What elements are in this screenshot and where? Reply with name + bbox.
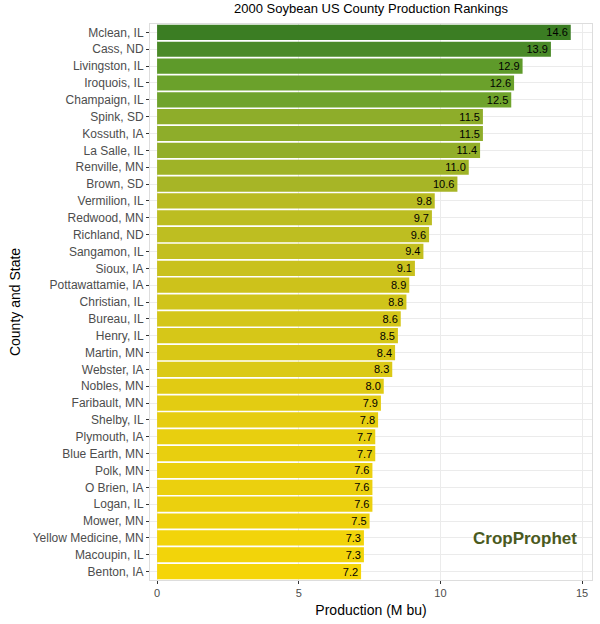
svg-text:Shelby, IL: Shelby, IL — [91, 413, 144, 427]
svg-text:7.5: 7.5 — [351, 515, 366, 527]
svg-text:Brown, SD: Brown, SD — [86, 177, 144, 191]
svg-text:Sangamon, IL: Sangamon, IL — [69, 245, 144, 259]
svg-text:13.9: 13.9 — [526, 43, 547, 55]
svg-text:8.6: 8.6 — [382, 313, 397, 325]
svg-text:CropProphet: CropProphet — [473, 529, 577, 548]
svg-text:Bureau, IL: Bureau, IL — [88, 312, 144, 326]
svg-text:2000 Soybean US County Product: 2000 Soybean US County Production Rankin… — [234, 1, 508, 16]
svg-text:Production (M bu): Production (M bu) — [315, 602, 426, 618]
svg-text:Plymouth, IA: Plymouth, IA — [76, 430, 144, 444]
svg-text:Henry, IL: Henry, IL — [96, 329, 144, 343]
svg-text:7.7: 7.7 — [357, 448, 372, 460]
svg-text:Mower, MN: Mower, MN — [83, 514, 144, 528]
svg-text:8.3: 8.3 — [374, 363, 389, 375]
svg-text:11.5: 11.5 — [459, 128, 480, 140]
svg-text:7.6: 7.6 — [354, 481, 369, 493]
svg-text:9.1: 9.1 — [397, 262, 412, 274]
svg-text:Richland, ND: Richland, ND — [73, 228, 144, 242]
svg-text:7.7: 7.7 — [357, 431, 372, 443]
svg-text:Kossuth, IA: Kossuth, IA — [82, 127, 143, 141]
svg-text:Martin, MN: Martin, MN — [85, 346, 144, 360]
svg-text:9.4: 9.4 — [405, 245, 420, 257]
svg-text:Redwood, MN: Redwood, MN — [68, 211, 144, 225]
svg-text:15: 15 — [576, 587, 588, 599]
svg-text:Faribault, MN: Faribault, MN — [72, 396, 144, 410]
svg-text:Renville, MN: Renville, MN — [76, 160, 144, 174]
svg-text:Blue Earth, MN: Blue Earth, MN — [62, 447, 143, 461]
svg-text:8.5: 8.5 — [380, 330, 395, 342]
svg-text:Iroquois, IL: Iroquois, IL — [84, 76, 144, 90]
svg-text:County and State: County and State — [7, 248, 23, 356]
svg-text:Logan, IL: Logan, IL — [94, 497, 144, 511]
svg-text:11.5: 11.5 — [459, 111, 480, 123]
svg-text:7.2: 7.2 — [343, 566, 358, 578]
svg-text:7.3: 7.3 — [346, 532, 361, 544]
svg-text:Sioux, IA: Sioux, IA — [96, 262, 144, 276]
svg-text:10: 10 — [434, 587, 446, 599]
svg-text:Mclean, IL: Mclean, IL — [88, 26, 144, 40]
svg-text:Vermilion, IL: Vermilion, IL — [78, 194, 144, 208]
svg-text:0: 0 — [154, 587, 160, 599]
svg-text:La Salle, IL: La Salle, IL — [84, 144, 144, 158]
svg-text:Livingston, IL: Livingston, IL — [73, 59, 144, 73]
svg-text:Macoupin, IL: Macoupin, IL — [75, 548, 144, 562]
svg-text:Champaign, IL: Champaign, IL — [66, 93, 144, 107]
svg-text:9.7: 9.7 — [414, 212, 429, 224]
svg-text:7.3: 7.3 — [346, 549, 361, 561]
svg-text:8.8: 8.8 — [388, 296, 403, 308]
svg-text:12.5: 12.5 — [487, 94, 508, 106]
svg-text:8.9: 8.9 — [391, 279, 406, 291]
svg-text:Webster, IA: Webster, IA — [82, 363, 144, 377]
svg-text:9.6: 9.6 — [411, 229, 426, 241]
svg-text:Spink, SD: Spink, SD — [90, 110, 144, 124]
svg-text:Christian, IL: Christian, IL — [80, 295, 144, 309]
svg-text:12.6: 12.6 — [490, 77, 511, 89]
svg-text:Pottawattamie, IA: Pottawattamie, IA — [50, 278, 144, 292]
svg-text:7.9: 7.9 — [363, 397, 378, 409]
svg-text:Yellow Medicine, MN: Yellow Medicine, MN — [33, 531, 144, 545]
svg-text:Cass, ND: Cass, ND — [92, 42, 144, 56]
svg-text:Benton, IA: Benton, IA — [88, 565, 144, 579]
svg-text:5: 5 — [296, 587, 302, 599]
svg-text:9.8: 9.8 — [416, 195, 431, 207]
svg-text:8.4: 8.4 — [377, 347, 392, 359]
svg-text:7.8: 7.8 — [360, 414, 375, 426]
svg-text:12.9: 12.9 — [498, 60, 519, 72]
svg-text:7.6: 7.6 — [354, 464, 369, 476]
svg-text:7.6: 7.6 — [354, 498, 369, 510]
svg-text:11.4: 11.4 — [456, 144, 477, 156]
svg-text:8.0: 8.0 — [365, 380, 380, 392]
svg-text:O Brien, IA: O Brien, IA — [85, 481, 144, 495]
svg-text:14.6: 14.6 — [546, 26, 567, 38]
svg-text:10.6: 10.6 — [433, 178, 454, 190]
svg-text:11.0: 11.0 — [445, 161, 466, 173]
svg-text:Polk, MN: Polk, MN — [95, 464, 144, 478]
svg-text:Nobles, MN: Nobles, MN — [81, 379, 144, 393]
